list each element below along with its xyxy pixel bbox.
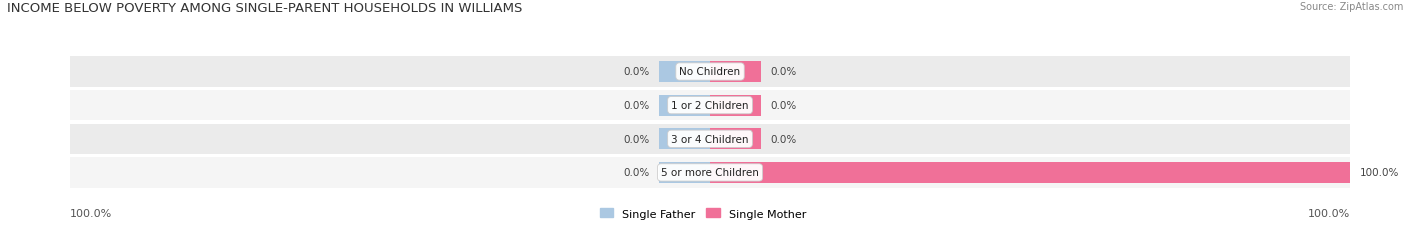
Bar [70, 124, 1350, 154]
Text: 3 or 4 Children: 3 or 4 Children [671, 134, 749, 144]
Text: 0.0%: 0.0% [623, 67, 650, 77]
Bar [659, 95, 710, 116]
Text: 5 or more Children: 5 or more Children [661, 168, 759, 178]
Text: 0.0%: 0.0% [623, 168, 650, 178]
Bar [70, 91, 1350, 121]
Text: 0.0%: 0.0% [770, 134, 797, 144]
Bar [710, 129, 761, 149]
Text: Source: ZipAtlas.com: Source: ZipAtlas.com [1299, 2, 1403, 12]
Bar [659, 162, 710, 183]
Text: 100.0%: 100.0% [1308, 208, 1350, 218]
Bar [70, 57, 1350, 87]
Text: 100.0%: 100.0% [70, 208, 112, 218]
Legend: Single Father, Single Mother: Single Father, Single Mother [596, 204, 810, 223]
Text: 0.0%: 0.0% [623, 134, 650, 144]
Bar [710, 62, 761, 82]
Bar [710, 162, 1350, 183]
Text: 0.0%: 0.0% [770, 67, 797, 77]
Bar [659, 62, 710, 82]
Text: No Children: No Children [679, 67, 741, 77]
Bar [659, 129, 710, 149]
Text: 0.0%: 0.0% [623, 101, 650, 111]
Bar [70, 158, 1350, 188]
Text: 100.0%: 100.0% [1360, 168, 1399, 178]
Text: 1 or 2 Children: 1 or 2 Children [671, 101, 749, 111]
Text: INCOME BELOW POVERTY AMONG SINGLE-PARENT HOUSEHOLDS IN WILLIAMS: INCOME BELOW POVERTY AMONG SINGLE-PARENT… [7, 2, 523, 15]
Text: 0.0%: 0.0% [770, 101, 797, 111]
Bar [710, 95, 761, 116]
